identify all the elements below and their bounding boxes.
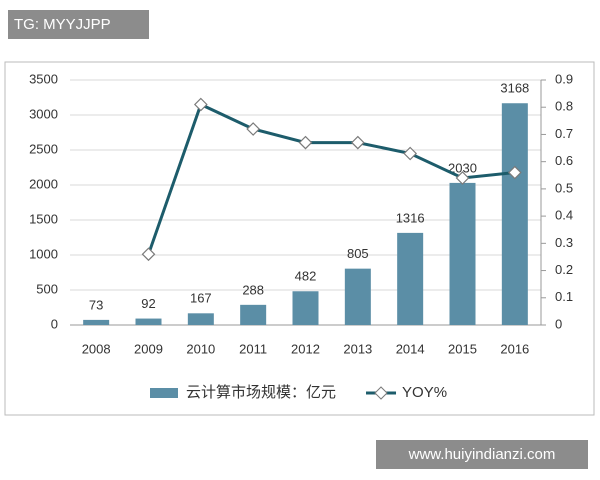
x-tick-label: 2012	[291, 341, 320, 356]
line-marker	[403, 146, 418, 161]
data-label: 2030	[448, 160, 477, 175]
watermark: www.huiyindianzi.com	[408, 446, 556, 463]
y2-tick-label: 0.9	[555, 71, 573, 86]
bar	[449, 182, 476, 325]
y2-tick-label: 0	[555, 316, 562, 331]
x-tick-label: 2013	[343, 341, 372, 356]
x-tick-label: 2010	[186, 341, 215, 356]
y-tick-label: 2500	[29, 141, 58, 156]
bar	[344, 268, 371, 325]
y-tick-label: 2000	[29, 176, 58, 191]
y-tick-label: 0	[51, 316, 58, 331]
legend-label: 云计算市场规模：亿元	[186, 383, 336, 401]
y2-tick-label: 0.2	[555, 262, 573, 277]
x-tick-label: 2016	[500, 341, 529, 356]
bar	[292, 291, 319, 325]
line-marker	[246, 122, 261, 136]
bar	[83, 319, 110, 325]
y2-tick-label: 0.6	[555, 153, 573, 168]
y2-tick-label: 0.5	[555, 180, 573, 195]
data-label: 92	[141, 296, 155, 311]
bar	[501, 103, 528, 326]
bar	[397, 232, 424, 325]
line-marker	[507, 165, 522, 180]
data-label: 1316	[396, 210, 425, 225]
x-tick-label: 2008	[82, 341, 111, 356]
line	[147, 102, 515, 255]
y-tick-label: 1000	[29, 246, 58, 261]
data-label: 167	[190, 291, 212, 306]
x-tick-label: 2014	[396, 341, 425, 356]
watermark-box	[8, 10, 149, 39]
legend-label: YOY%	[402, 384, 447, 401]
data-label: 3168	[500, 81, 529, 96]
x-tick-label: 2011	[239, 341, 267, 356]
bar	[240, 304, 267, 325]
watermark: TG: MYYJJPP	[14, 16, 111, 33]
bar	[135, 318, 162, 325]
y2-tick-label: 0.4	[555, 208, 573, 223]
line-marker	[455, 171, 470, 185]
data-label: 73	[89, 297, 103, 312]
y-tick-label: 3500	[29, 71, 58, 86]
x-tick-label: 2009	[134, 341, 163, 356]
y2-tick-label: 0.1	[555, 289, 573, 304]
legend-swatch	[374, 386, 388, 400]
x-tick-label: 2015	[448, 341, 477, 356]
data-label: 482	[295, 269, 317, 284]
line-marker	[298, 135, 313, 150]
chart-frame	[4, 61, 595, 416]
y2-tick-label: 0.7	[555, 126, 573, 141]
legend-swatch	[150, 388, 178, 398]
y-tick-label: 500	[36, 281, 58, 296]
y-tick-label: 3000	[29, 106, 58, 121]
line-marker	[193, 97, 208, 112]
bar	[187, 313, 214, 325]
y2-tick-label: 0.8	[555, 99, 573, 114]
y-tick-label: 1500	[29, 211, 58, 226]
line-marker	[141, 247, 156, 262]
y2-tick-label: 0.3	[555, 235, 573, 250]
line-marker	[350, 135, 365, 150]
data-label: 288	[242, 282, 264, 297]
data-label: 805	[347, 246, 369, 261]
watermark-box	[376, 440, 588, 469]
